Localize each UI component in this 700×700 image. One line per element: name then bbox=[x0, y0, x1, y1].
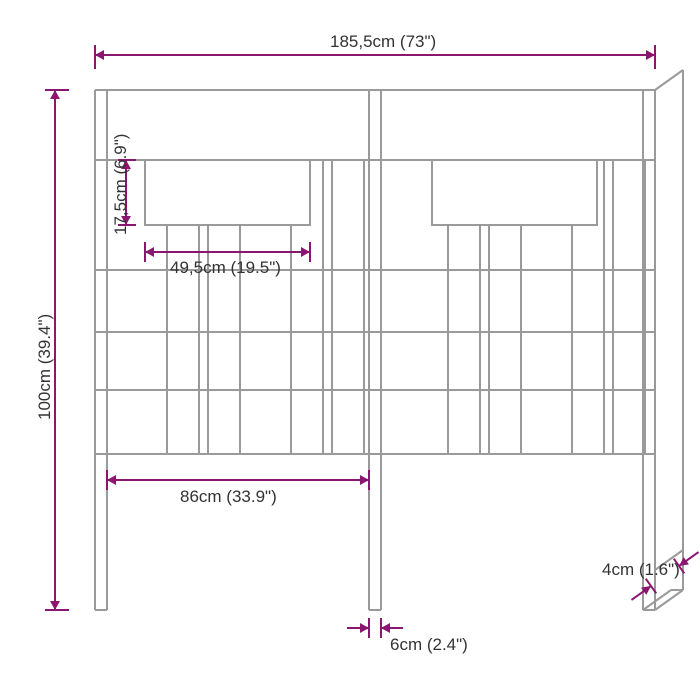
dim-panel-width-label: 49,5cm (19.5") bbox=[170, 258, 281, 278]
dim-half-width-label: 86cm (33.9") bbox=[180, 487, 277, 507]
diagram-stage: 185,5cm (73") 100cm (39.4") 17,5cm (6.9"… bbox=[0, 0, 700, 700]
dim-depth-label: 4cm (1.6") bbox=[602, 560, 680, 580]
dim-total-width-label: 185,5cm (73") bbox=[330, 32, 436, 52]
dim-post-width-label: 6cm (2.4") bbox=[390, 635, 468, 655]
diagram-svg bbox=[0, 0, 700, 700]
dim-panel-height-label: 17,5cm (6.9") bbox=[111, 134, 131, 235]
dim-total-height-label: 100cm (39.4") bbox=[35, 314, 55, 420]
